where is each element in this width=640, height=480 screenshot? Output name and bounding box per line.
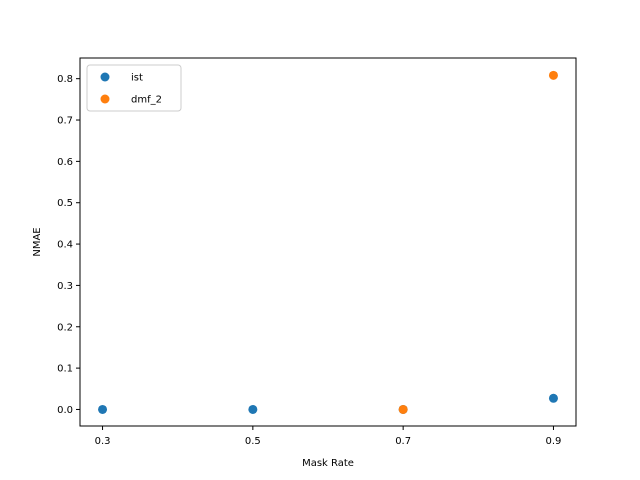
legend-label: dmf_2 — [131, 95, 162, 106]
y-tick-label: 0.5 — [57, 198, 73, 209]
y-tick-label: 0.3 — [57, 281, 73, 292]
y-tick-label: 0.2 — [57, 322, 73, 333]
y-tick-label: 0.8 — [57, 74, 73, 85]
y-axis: 0.0 0.1 0.2 0.3 0.4 0.5 0.6 0.7 0.8 — [57, 74, 80, 416]
data-point-ist — [548, 393, 558, 403]
y-tick-label: 0.7 — [57, 116, 73, 127]
y-tick-label: 0.0 — [57, 405, 73, 416]
series-ist — [98, 393, 558, 414]
legend-box — [86, 64, 182, 112]
legend-marker — [100, 72, 110, 82]
data-point-ist — [98, 404, 108, 414]
x-axis: 0.3 0.5 0.7 0.9 — [95, 426, 562, 447]
legend-marker — [100, 94, 110, 104]
y-tick-label: 0.6 — [57, 157, 73, 168]
y-tick-label: 0.1 — [57, 364, 73, 375]
plot-area — [98, 70, 558, 414]
x-tick-label: 0.9 — [546, 436, 562, 447]
data-point-ist — [248, 404, 258, 414]
y-axis-label: NMAE — [32, 227, 43, 256]
axes-frame — [79, 57, 577, 427]
data-point-dmf_2 — [398, 404, 408, 414]
series-dmf_2 — [398, 70, 558, 414]
legend-label: ist — [131, 73, 143, 84]
y-tick-label: 0.4 — [57, 240, 73, 251]
x-tick-label: 0.7 — [395, 436, 411, 447]
x-tick-label: 0.5 — [245, 436, 261, 447]
legend: ist dmf_2 — [86, 64, 182, 112]
x-axis-label: Mask Rate — [302, 458, 354, 469]
x-tick-label: 0.3 — [95, 436, 111, 447]
data-point-dmf_2 — [548, 70, 558, 80]
